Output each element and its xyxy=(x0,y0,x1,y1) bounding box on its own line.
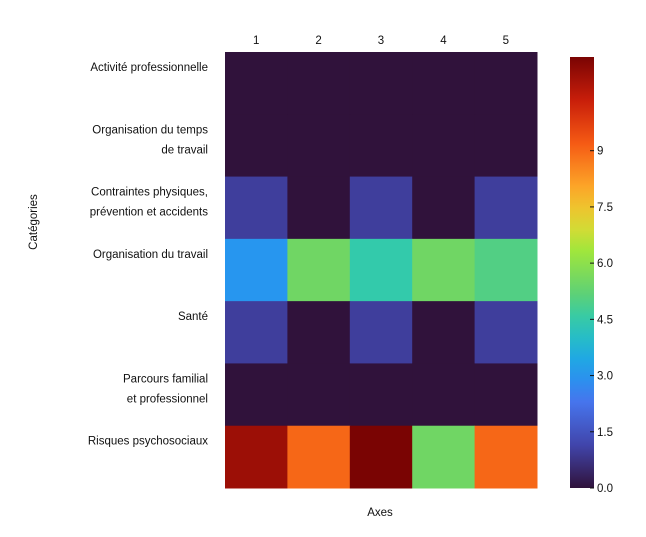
heatmap-cell xyxy=(225,52,288,115)
heatmap-cell xyxy=(225,238,288,302)
column-label: 1 xyxy=(253,35,259,47)
heatmap-cell xyxy=(474,114,538,178)
heatmap-cell xyxy=(474,301,538,364)
heatmap-cell xyxy=(412,176,476,240)
heatmap-cell xyxy=(349,301,413,364)
heatmap-cell xyxy=(287,425,351,489)
row-label: prévention et accidents xyxy=(90,207,209,219)
colorbar-tick-label: 1.5 xyxy=(597,427,613,439)
heatmap-cell xyxy=(349,425,413,489)
row-label: Contraintes physiques, xyxy=(91,187,208,199)
colorbar-tick-label: 0.0 xyxy=(597,483,613,495)
row-label: Organisation du travail xyxy=(93,249,208,261)
heatmap-cell xyxy=(412,301,476,364)
y-axis-title: Catégories xyxy=(28,194,40,250)
colorbar-tick-label: 9 xyxy=(597,146,603,158)
colorbar-tick-label: 4.5 xyxy=(597,314,613,326)
row-label: et professionnel xyxy=(127,393,208,405)
x-axis-title: Axes xyxy=(367,507,393,519)
colorbar-tick-label: 6.0 xyxy=(597,258,613,270)
heatmap-cell xyxy=(474,363,538,427)
heatmap-cell xyxy=(287,176,351,240)
colorbar-bar xyxy=(570,57,594,488)
heatmap-cell xyxy=(349,52,413,115)
column-label: 5 xyxy=(503,35,509,47)
column-labels: 1 2 3 4 5 xyxy=(253,35,509,47)
heatmap-cell xyxy=(287,363,351,427)
heatmap-cell xyxy=(412,425,476,489)
colorbar-tick-label: 3.0 xyxy=(597,371,613,383)
row-label: Parcours familial xyxy=(123,373,208,385)
row-label: de travail xyxy=(161,144,208,156)
heatmap-cell xyxy=(412,238,476,302)
row-labels: Activité professionnelle Organisation du … xyxy=(88,62,208,448)
heatmap-cell xyxy=(349,176,413,240)
heatmap-cell xyxy=(287,301,351,364)
heatmap-cell xyxy=(474,425,538,489)
heatmap-cell xyxy=(349,363,413,427)
heatmap-cell xyxy=(225,114,288,178)
heatmap-cell xyxy=(225,425,288,489)
heatmap-cell xyxy=(225,176,288,240)
column-label: 4 xyxy=(440,35,447,47)
heatmap-cells xyxy=(225,52,538,489)
heatmap-cell xyxy=(412,114,476,178)
heatmap-cell xyxy=(287,114,351,178)
heatmap-cell xyxy=(412,363,476,427)
heatmap-cell xyxy=(412,52,476,115)
row-label: Organisation du temps xyxy=(92,124,208,136)
row-label: Risques psychosociaux xyxy=(88,436,208,448)
heatmap-cell xyxy=(349,238,413,302)
heatmap-cell xyxy=(287,52,351,115)
row-label: Santé xyxy=(178,311,208,323)
colorbar: 0.0 1.5 3.0 4.5 6.0 7.5 9 xyxy=(570,57,613,495)
colorbar-tick-label: 7.5 xyxy=(597,202,613,214)
heatmap-cell xyxy=(225,363,288,427)
row-label: Activité professionnelle xyxy=(90,62,208,74)
heatmap-cell xyxy=(349,114,413,178)
heatmap-cell xyxy=(474,52,538,115)
heatmap-cell xyxy=(474,176,538,240)
heatmap-cell xyxy=(225,301,288,364)
column-label: 3 xyxy=(378,35,384,47)
heatmap-cell xyxy=(287,238,351,302)
column-label: 2 xyxy=(315,35,321,47)
heatmap-cell xyxy=(474,238,538,302)
